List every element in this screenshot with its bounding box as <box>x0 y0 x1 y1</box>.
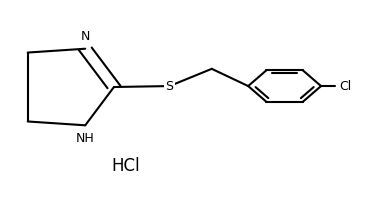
Text: N: N <box>81 30 90 43</box>
Text: HCl: HCl <box>111 156 140 175</box>
Text: Cl: Cl <box>339 80 351 93</box>
Text: S: S <box>166 80 173 93</box>
Text: NH: NH <box>76 132 95 145</box>
